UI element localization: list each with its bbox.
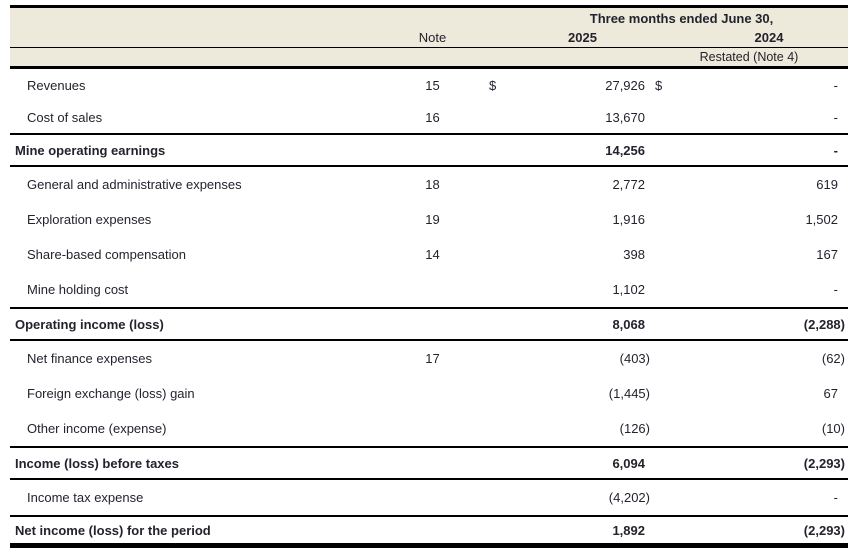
- header-period-row: Three months ended June 30,: [10, 8, 848, 28]
- row-value-2025: (4,202): [608, 490, 650, 505]
- row-value-2025: (403): [619, 351, 650, 366]
- header-columns-row: Note 2025 2024: [10, 28, 848, 48]
- table-row: Foreign exchange (loss) gain (1,445) 67: [10, 376, 848, 411]
- year-2025-column-header: 2025: [568, 30, 597, 45]
- row-value-2024: 67: [823, 386, 838, 401]
- header-restated-row: Restated (Note 4): [10, 48, 848, 69]
- row-value-2025: 13,670: [605, 109, 645, 125]
- row-label: Net finance expenses: [27, 351, 153, 366]
- row-note-number: 15: [425, 77, 440, 93]
- row-value-2025: (1,445): [608, 386, 650, 401]
- row-label: Operating income (loss): [15, 316, 164, 332]
- row-value-2025: 1,892: [612, 522, 645, 538]
- row-value-2024: (2,293): [803, 455, 845, 471]
- table-row: Share-based compensation 14 398 167: [10, 237, 848, 272]
- year-2024-column-header: 2024: [754, 30, 784, 45]
- row-value-2024: (10): [821, 421, 845, 436]
- row-note-number: 16: [425, 109, 440, 125]
- row-label: Other income (expense): [27, 421, 167, 436]
- row-value-2025: (126): [619, 421, 650, 436]
- period-title: Three months ended June 30,: [589, 10, 774, 26]
- table-row: Mine holding cost 1,102 -: [10, 272, 848, 307]
- restated-note-label: Restated (Note 4): [699, 50, 799, 64]
- row-value-2024: (2,293): [803, 522, 845, 538]
- table-row: Operating income (loss) 8,068 (2,288): [10, 307, 848, 341]
- row-value-2024: (62): [821, 351, 845, 366]
- row-value-2024: -: [833, 142, 838, 158]
- row-note-number: 14: [425, 247, 440, 262]
- row-value-2025: 1,102: [612, 282, 645, 297]
- row-label: Revenues: [27, 77, 86, 93]
- row-label: Income tax expense: [27, 490, 144, 505]
- row-value-2024: -: [833, 109, 838, 125]
- row-label: Exploration expenses: [27, 212, 152, 227]
- row-value-2025: 14,256: [605, 142, 645, 158]
- table-row: Exploration expenses 19 1,916 1,502: [10, 202, 848, 237]
- table-row: Net income (loss) for the period 1,892 (…: [10, 515, 848, 543]
- table-body: Revenues 15 $ 27,926 $ - Cost of sales 1…: [10, 69, 848, 543]
- row-note-number: 17: [425, 351, 440, 366]
- table-row: Income (loss) before taxes 6,094 (2,293): [10, 446, 848, 480]
- row-value-2025: 2,772: [612, 177, 645, 192]
- row-value-2025: 1,916: [612, 212, 645, 227]
- row-label: Net income (loss) for the period: [15, 522, 211, 538]
- income-statement-table: Three months ended June 30, Note 2025 20…: [10, 5, 848, 548]
- row-value-2025: 27,926: [605, 77, 645, 93]
- row-value-2024: -: [833, 282, 838, 297]
- table-header: Three months ended June 30, Note 2025 20…: [10, 5, 848, 69]
- row-label: General and administrative expenses: [27, 177, 242, 192]
- row-label: Mine holding cost: [27, 282, 129, 297]
- row-currency-2025: $: [489, 77, 497, 93]
- table-row: General and administrative expenses 18 2…: [10, 167, 848, 202]
- table-row: Mine operating earnings 14,256 -: [10, 133, 848, 167]
- table-row: Revenues 15 $ 27,926 $ -: [10, 69, 848, 101]
- row-label: Mine operating earnings: [15, 142, 166, 158]
- row-value-2025: 8,068: [612, 316, 645, 332]
- row-label: Income (loss) before taxes: [15, 455, 179, 471]
- row-label: Cost of sales: [27, 109, 103, 125]
- table-row: Net finance expenses 17 (403) (62): [10, 341, 848, 376]
- row-currency-2024: $: [655, 77, 663, 93]
- table-row: Other income (expense) (126) (10): [10, 411, 848, 446]
- note-column-header: Note: [418, 30, 447, 45]
- row-note-number: 18: [425, 177, 440, 192]
- row-value-2024: 167: [816, 247, 838, 262]
- row-value-2025: 398: [623, 247, 645, 262]
- row-value-2024: 619: [816, 177, 838, 192]
- row-value-2024: -: [833, 77, 838, 93]
- table-row: Cost of sales 16 13,670 -: [10, 101, 848, 133]
- row-label: Share-based compensation: [27, 247, 186, 262]
- row-value-2025: 6,094: [612, 455, 645, 471]
- row-value-2024: -: [833, 490, 838, 505]
- table-row: Income tax expense (4,202) -: [10, 480, 848, 515]
- row-value-2024: 1,502: [805, 212, 838, 227]
- row-label: Foreign exchange (loss) gain: [27, 386, 195, 401]
- row-value-2024: (2,288): [803, 316, 845, 332]
- row-note-number: 19: [425, 212, 440, 227]
